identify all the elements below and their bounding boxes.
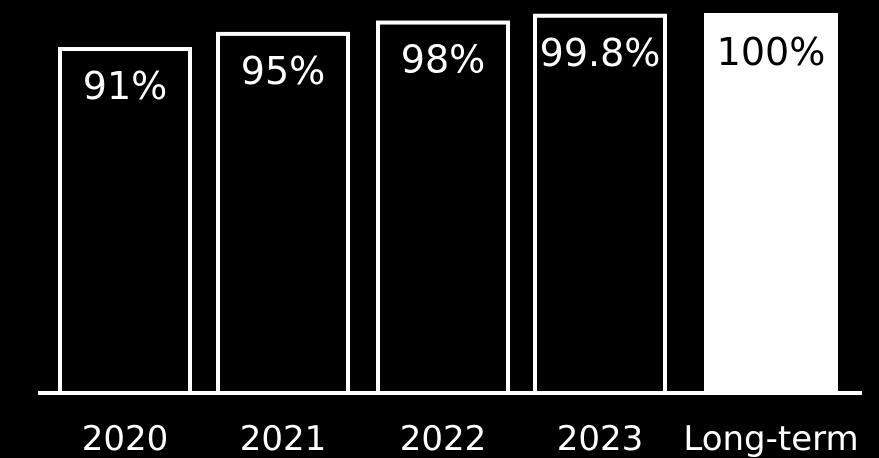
category-label-2020: 2020 (82, 419, 169, 458)
category-label-2023: 2023 (557, 419, 644, 458)
labels-layer: 91% 2020 95% 2021 98% 2022 99.8% 2023 100% Long-t… (82, 30, 859, 458)
data-label-2023: 99.8% (540, 31, 661, 75)
category-label-long-term: Long-term (683, 419, 858, 458)
bar-2023 (533, 13, 667, 395)
data-label-2021: 95% (241, 49, 325, 93)
bar-2020 (58, 47, 192, 396)
data-label-2020: 91% (83, 64, 167, 108)
category-label-2021: 2021 (240, 419, 327, 458)
bar-2022 (376, 20, 510, 396)
category-label-2022: 2022 (400, 419, 487, 458)
data-label-2022: 98% (401, 38, 485, 82)
data-label-long-term: 100% (717, 30, 826, 74)
bar-2021 (216, 31, 350, 396)
bars-layer (58, 13, 838, 396)
